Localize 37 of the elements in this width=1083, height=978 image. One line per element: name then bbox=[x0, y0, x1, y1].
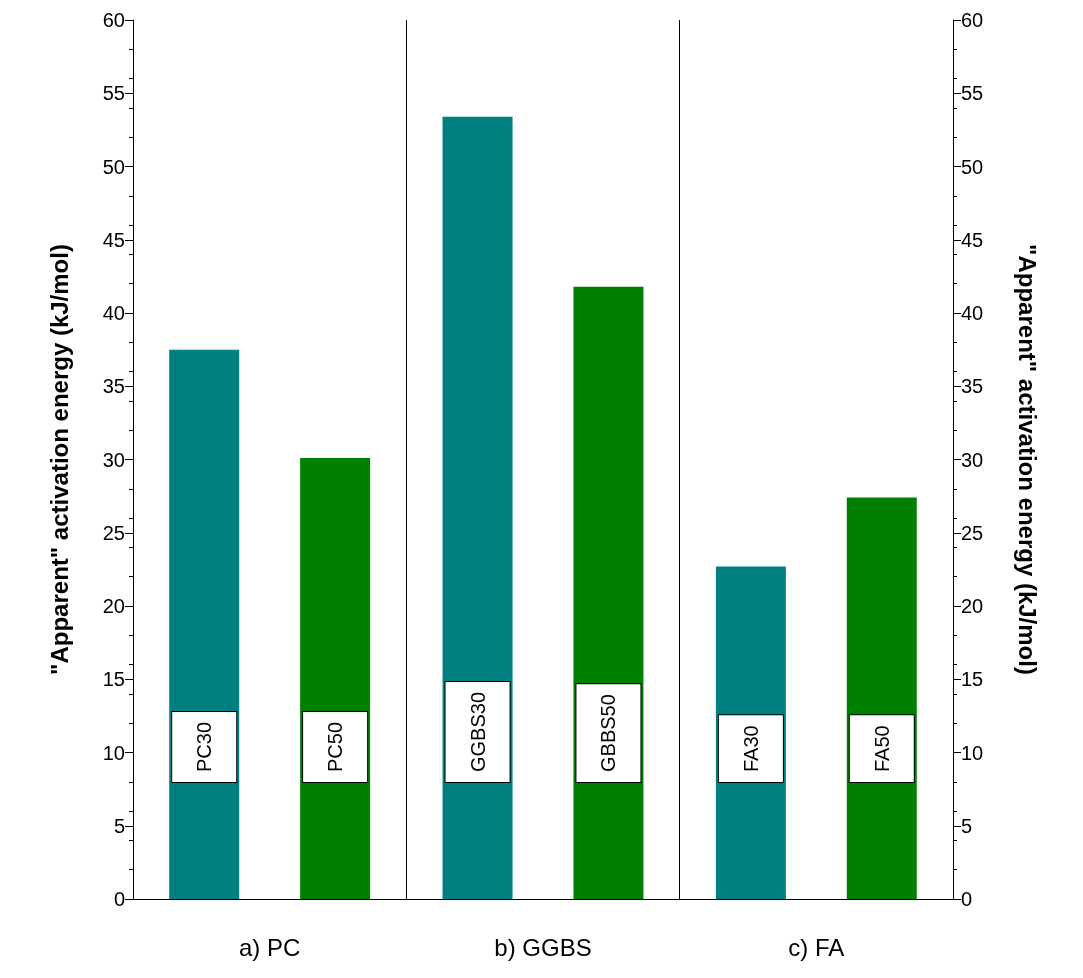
data-label: GGBS30 bbox=[466, 691, 489, 772]
data-label: FA30 bbox=[739, 725, 762, 772]
y2-tick-label: 15 bbox=[961, 668, 984, 691]
y-tick-label: 5 bbox=[113, 814, 125, 837]
y2-tick-label: 25 bbox=[961, 521, 984, 544]
y-tick-label: 45 bbox=[102, 228, 125, 251]
x-tick-label: a) PC bbox=[238, 933, 301, 961]
y2-tick-label: 50 bbox=[961, 155, 984, 178]
y-tick-label: 25 bbox=[102, 521, 125, 544]
y2-tick-label: 5 bbox=[961, 814, 973, 837]
data-label: FA50 bbox=[870, 725, 893, 772]
y2-tick-label: 30 bbox=[961, 448, 984, 471]
y-tick-label: 35 bbox=[102, 375, 125, 398]
data-label: GBBS50 bbox=[597, 694, 620, 772]
y2-tick-label: 35 bbox=[961, 375, 984, 398]
y2-tick-label: 20 bbox=[961, 595, 984, 617]
y-tick-label: 30 bbox=[102, 448, 125, 471]
y2-tick-label: 10 bbox=[961, 741, 984, 764]
y-axis-title: "Apparent" activation energy (kJ/mol) bbox=[45, 244, 73, 675]
y-tick-label: 15 bbox=[102, 668, 125, 691]
y-tick-label: 20 bbox=[102, 595, 125, 617]
data-label: PC50 bbox=[324, 721, 347, 772]
y-tick-label: 60 bbox=[102, 9, 125, 31]
y-tick-label: 0 bbox=[113, 888, 125, 910]
y-tick-label: 10 bbox=[102, 741, 125, 764]
x-tick-label: b) GGBS bbox=[494, 933, 592, 961]
y2-tick-label: 0 bbox=[961, 888, 973, 910]
y2-tick-label: 55 bbox=[961, 82, 984, 105]
x-tick-label: c) FA bbox=[788, 933, 845, 961]
y-tick-label: 50 bbox=[102, 155, 125, 178]
y-tick-label: 40 bbox=[102, 302, 125, 324]
y-tick-label: 55 bbox=[102, 82, 125, 105]
y2-tick-label: 60 bbox=[961, 9, 984, 31]
data-label: PC30 bbox=[193, 721, 216, 772]
y2-axis-title: "Apparent" activation energy (kJ/mol) bbox=[1013, 244, 1041, 675]
y2-tick-label: 45 bbox=[961, 228, 984, 251]
y2-tick-label: 40 bbox=[961, 302, 984, 324]
